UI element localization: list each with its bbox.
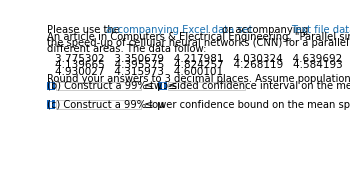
FancyBboxPatch shape [47,100,55,109]
Text: i: i [49,100,53,110]
Text: An article in Computers & Electrical Engineering, "Parallel simulation of cellul: An article in Computers & Electrical Eng… [47,32,350,42]
Text: different areas. The data follow:: different areas. The data follow: [47,44,206,54]
FancyBboxPatch shape [159,82,167,90]
FancyBboxPatch shape [168,82,245,90]
Text: i: i [161,81,165,91]
Text: or accompanying: or accompanying [219,25,312,35]
Text: Text file data set: Text file data set [291,25,350,35]
FancyBboxPatch shape [47,82,55,90]
Text: i: i [49,81,53,91]
Text: the speed-up of cellular neural networks (CNN) for a parallel general-purpose co: the speed-up of cellular neural networks… [47,38,350,48]
Text: 4.930027   4.315973   4.600101: 4.930027 4.315973 4.600101 [55,67,223,77]
Text: (c) Construct a 99% lower confidence bound on the mean speed-up.: (c) Construct a 99% lower confidence bou… [47,100,350,110]
FancyBboxPatch shape [56,82,141,90]
Text: ≤ μ ≤: ≤ μ ≤ [145,81,178,91]
FancyBboxPatch shape [56,100,141,109]
Text: 3.775302   3.350679   4.217981   4.030324   4.639692: 3.775302 3.350679 4.217981 4.030324 4.63… [55,54,342,64]
Text: ≤ μ: ≤ μ [145,100,165,110]
Text: accompanying Excel data set: accompanying Excel data set [106,25,252,35]
Text: Please use the: Please use the [47,25,123,35]
Text: (b) Construct a 99% two-sided confidence interval on the mean speed-up.: (b) Construct a 99% two-sided confidence… [47,81,350,91]
Text: 4.139665   4.395575   4.824257   4.268119   4.584193: 4.139665 4.395575 4.824257 4.268119 4.58… [55,61,342,70]
Text: Round your answers to 3 decimal places. Assume population is approximately norma: Round your answers to 3 decimal places. … [47,74,350,84]
